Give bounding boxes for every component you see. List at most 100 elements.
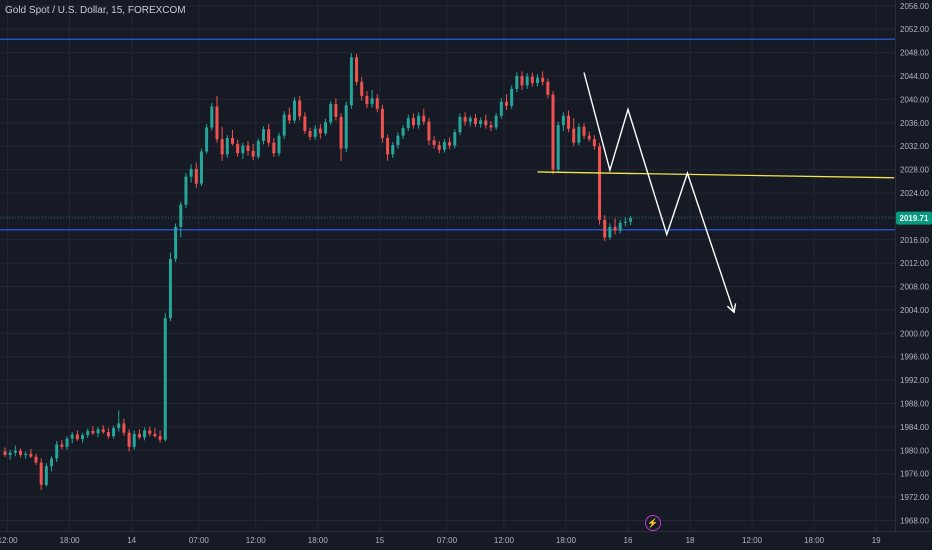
candle-body <box>127 432 131 447</box>
candle-body <box>468 118 472 122</box>
candle-body <box>174 226 178 260</box>
candle-body <box>561 115 565 126</box>
candle-body <box>65 438 69 447</box>
price-tick-label: 1996.00 <box>900 353 929 362</box>
candle-body <box>530 76 534 84</box>
price-tick-label: 2008.00 <box>900 283 929 292</box>
candle-body <box>453 132 457 146</box>
candle-body <box>463 116 467 122</box>
candle-body <box>308 130 312 137</box>
candle-body <box>287 114 291 121</box>
candle-body <box>556 125 560 170</box>
candle-body <box>220 139 224 155</box>
candle-body <box>148 430 152 434</box>
candle-body <box>29 453 33 457</box>
resistance-trend-line <box>537 171 895 179</box>
time-tick-label: 19 <box>872 536 881 545</box>
time-tick-label: 07:00 <box>189 536 210 545</box>
time-tick-label: 18:00 <box>556 536 577 545</box>
price-tick-label: 2028.00 <box>900 166 929 175</box>
price-tick-label: 2052.00 <box>900 25 929 34</box>
candle-body <box>137 433 141 438</box>
price-tick-label: 1980.00 <box>900 446 929 455</box>
price-tick-label: 1976.00 <box>900 470 929 479</box>
candle-body <box>236 143 240 154</box>
horizontal-lines <box>0 38 895 231</box>
candle-body <box>525 76 529 86</box>
candle-body <box>494 115 498 128</box>
candle-body <box>101 429 105 433</box>
candle-body <box>298 100 302 117</box>
candle-body <box>489 125 493 128</box>
price-tick-label: 1972.00 <box>900 493 929 502</box>
candle-body <box>551 94 555 170</box>
candle-body <box>618 222 622 231</box>
candle-body <box>272 142 276 154</box>
candle-body <box>318 128 322 134</box>
candle-body <box>592 139 596 147</box>
grid-lines <box>0 0 895 531</box>
candle-body <box>437 145 441 150</box>
candle-body <box>13 450 17 453</box>
candle-body <box>189 169 193 177</box>
candle-body <box>19 450 23 455</box>
candlestick-series <box>3 53 633 491</box>
price-tick-label: 1968.00 <box>900 516 929 525</box>
time-tick-label: 18:00 <box>60 536 81 545</box>
candle-body <box>184 176 188 205</box>
price-tick-label: 2048.00 <box>900 49 929 58</box>
candle-body <box>117 423 121 429</box>
candle-body <box>572 128 576 143</box>
current-price-badge-bg <box>896 211 932 225</box>
candle-body <box>168 259 172 319</box>
candle-body <box>246 145 250 151</box>
candle-body <box>567 115 571 129</box>
time-tick-label: 16 <box>624 536 633 545</box>
candle-body <box>613 226 617 231</box>
candle-body <box>334 104 338 117</box>
candle-body <box>365 95 369 105</box>
time-axis[interactable]: 12:00 18:00 14 07:00 12:00 18:00 15 07:00 12:00 1… <box>0 536 932 545</box>
time-tick-label: 12:00 <box>494 536 515 545</box>
candle-body <box>179 204 183 227</box>
current-price-badge: 2019.71 <box>896 211 932 225</box>
candle-body <box>360 81 364 96</box>
candle-body <box>256 140 260 157</box>
candle-body <box>582 126 586 136</box>
candle-body <box>163 318 167 440</box>
candle-body <box>479 120 483 124</box>
price-tick-label: 2016.00 <box>900 236 929 245</box>
time-tick-label: 12:00 <box>246 536 267 545</box>
time-tick-label: 12:00 <box>0 536 18 545</box>
candle-body <box>153 433 157 437</box>
candle-body <box>158 436 162 440</box>
candle-body <box>3 451 7 455</box>
candle-body <box>50 458 54 467</box>
candle-body <box>546 81 550 95</box>
candle-body <box>303 116 307 131</box>
candle-body <box>39 462 43 485</box>
candle-body <box>629 218 633 222</box>
candle-body <box>344 105 348 149</box>
time-tick-label: 18 <box>686 536 695 545</box>
candle-body <box>427 121 431 141</box>
candle-body <box>536 77 540 84</box>
price-tick-label: 2012.00 <box>900 259 929 268</box>
candle-body <box>520 76 524 86</box>
price-tick-label: 2040.00 <box>900 95 929 104</box>
projection-path <box>583 72 735 313</box>
candle-body <box>106 432 110 437</box>
price-tick-label: 2000.00 <box>900 329 929 338</box>
price-tick-label: 1992.00 <box>900 376 929 385</box>
lightning-icon[interactable]: ⚡ <box>645 515 661 531</box>
price-axis[interactable]: 1968.00 1972.00 1976.00 1980.00 1984.00 1988.… <box>900 2 929 526</box>
candle-body <box>608 226 612 238</box>
candle-body <box>60 444 64 447</box>
candle-body <box>112 428 116 437</box>
chart-title: Gold Spot / U.S. Dollar, 15, FOREXCOM <box>5 5 186 16</box>
candle-body <box>375 98 379 109</box>
candle-body <box>422 115 426 122</box>
candle-body <box>8 452 12 455</box>
